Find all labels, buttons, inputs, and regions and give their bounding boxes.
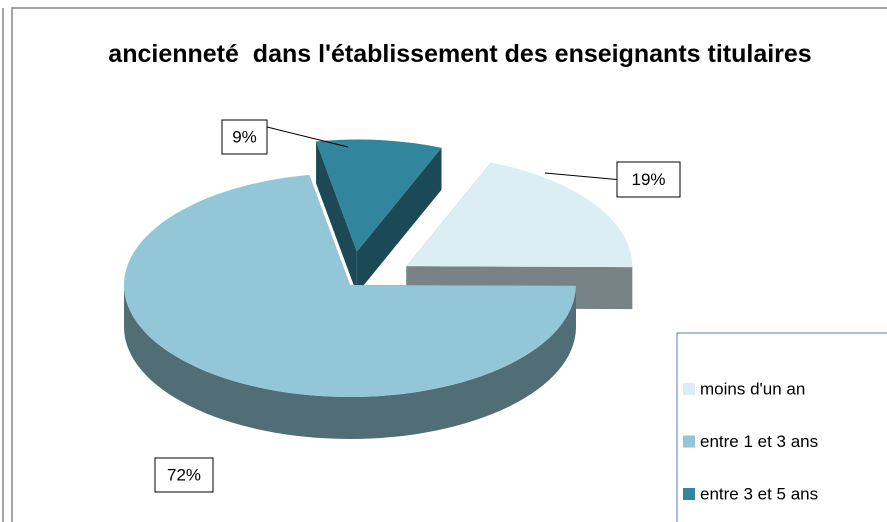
data-label-box	[616, 161, 681, 198]
slice-top	[316, 139, 442, 252]
legend-label: moins d'un an	[700, 379, 805, 398]
pie-slice	[316, 139, 442, 294]
slice-wall	[124, 285, 576, 440]
legend: moins d'un an entre 1 et 3 ans entre 3 et …	[683, 379, 818, 503]
legend-box	[676, 332, 887, 522]
data-label: 9%	[232, 127, 257, 146]
chart-title: ancienneté dans l'établissement des ense…	[108, 40, 812, 68]
slice-side	[356, 147, 442, 294]
leader-line	[266, 126, 349, 148]
data-label: 72%	[167, 465, 201, 484]
data-label-box	[221, 119, 268, 155]
slice-top	[406, 162, 633, 268]
legend-swatch	[683, 383, 695, 395]
chart-frame	[11, 7, 887, 522]
legend-label: entre 1 et 3 ans	[700, 432, 818, 451]
slice-top	[124, 174, 576, 397]
leader-line	[544, 172, 618, 180]
slice-side	[316, 141, 357, 294]
legend-swatch	[683, 488, 695, 500]
data-label: 19%	[631, 170, 665, 189]
pie	[124, 139, 633, 440]
data-label-box	[154, 457, 214, 493]
pie-slice	[124, 174, 576, 440]
legend-label: entre 3 et 5 ans	[700, 484, 818, 503]
legend-swatch	[683, 435, 695, 448]
